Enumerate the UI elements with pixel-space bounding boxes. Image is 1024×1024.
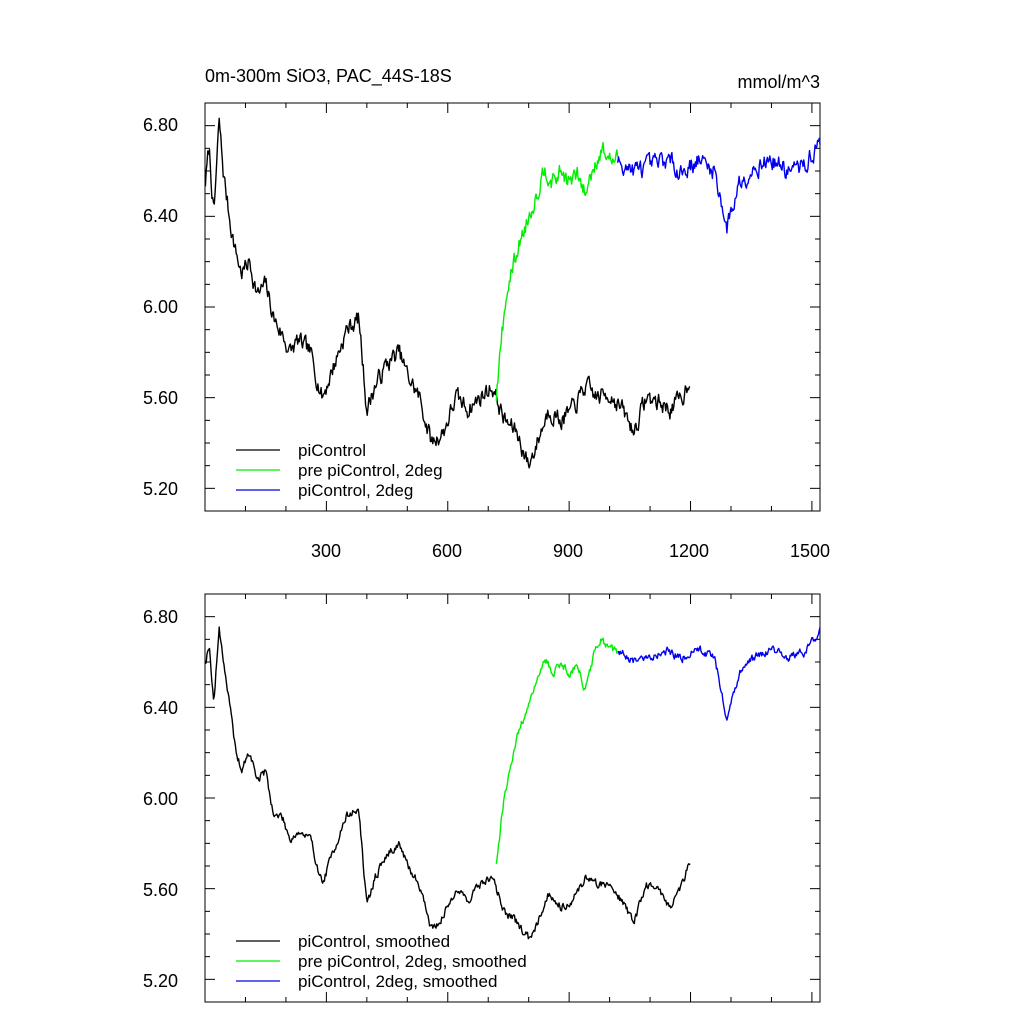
series-line-picontrol-smoothed <box>204 626 691 940</box>
series-line-pre-picontrol-2deg <box>495 141 619 401</box>
y-tick-label: 6.00 <box>143 297 178 317</box>
top-panel: 0m-300m SiO3, PAC_44S-18S mmol/m^3 6.80 … <box>143 66 830 561</box>
y-tick-label: 5.60 <box>143 880 178 900</box>
bottom-ticks <box>205 593 820 1003</box>
y-tick-label: 6.80 <box>143 115 178 135</box>
series-line-pre-picontrol-2deg-smoothed <box>495 637 619 864</box>
x-tick-label: 1200 <box>669 541 709 561</box>
legend-label: piControl <box>298 441 366 460</box>
bottom-panel: 6.80 6.40 6.00 5.60 5.20 piControl, smoo… <box>143 593 821 1003</box>
y-tick-label: 6.80 <box>143 607 178 627</box>
top-ticks <box>205 102 820 512</box>
series-line-picontrol-2deg <box>617 137 821 234</box>
top-series-lines <box>204 117 821 469</box>
legend-label: piControl, 2deg, smoothed <box>298 972 497 991</box>
legend-label: pre piControl, 2deg <box>298 461 443 480</box>
units-label: mmol/m^3 <box>738 72 820 92</box>
bottom-legend: piControl, smoothed pre piControl, 2deg,… <box>236 932 527 991</box>
legend-label: pre piControl, 2deg, smoothed <box>298 952 527 971</box>
y-tick-label: 6.00 <box>143 789 178 809</box>
bottom-y-tick-labels: 6.80 6.40 6.00 5.60 5.20 <box>143 607 178 991</box>
y-tick-label: 5.60 <box>143 388 178 408</box>
legend-label: piControl, 2deg <box>298 481 413 500</box>
x-tick-label: 900 <box>553 541 583 561</box>
x-tick-label: 600 <box>432 541 462 561</box>
y-tick-label: 5.20 <box>143 971 178 991</box>
chart-title: 0m-300m SiO3, PAC_44S-18S <box>205 66 452 87</box>
x-tick-label: 300 <box>311 541 341 561</box>
y-tick-label: 6.40 <box>143 698 178 718</box>
legend-label: piControl, smoothed <box>298 932 450 951</box>
x-tick-labels: 300 600 900 1200 1500 <box>311 541 830 561</box>
series-line-picontrol-2deg-smoothed <box>617 627 821 721</box>
bottom-series-lines <box>204 626 821 940</box>
y-tick-label: 6.40 <box>143 206 178 226</box>
top-legend: piControl pre piControl, 2deg piControl,… <box>236 441 443 500</box>
series-line-picontrol <box>204 117 691 469</box>
x-tick-label: 1500 <box>790 541 830 561</box>
y-tick-label: 5.20 <box>143 479 178 499</box>
top-y-tick-labels: 6.80 6.40 6.00 5.60 5.20 <box>143 115 178 499</box>
